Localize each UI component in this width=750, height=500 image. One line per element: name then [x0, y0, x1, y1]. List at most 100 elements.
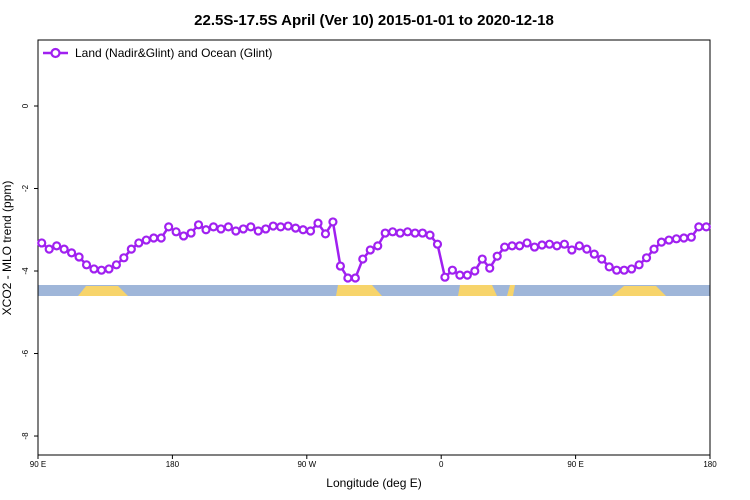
point	[559, 239, 570, 249]
point	[507, 241, 517, 251]
y-axis-label: XCO2 - MLO trend (ppm)	[0, 181, 14, 316]
point	[373, 241, 383, 251]
point	[104, 264, 114, 274]
x-tick-label: 90 E	[30, 460, 46, 469]
point	[552, 241, 562, 251]
point	[343, 273, 353, 283]
point	[261, 224, 271, 234]
point	[171, 227, 181, 237]
point	[380, 228, 390, 238]
point	[320, 229, 331, 239]
y-tick-label: -2	[21, 184, 30, 192]
point	[253, 226, 263, 236]
point	[328, 217, 338, 227]
point	[126, 244, 136, 254]
point	[179, 231, 189, 241]
point	[335, 261, 345, 271]
point	[649, 244, 659, 254]
point	[193, 220, 204, 230]
point	[470, 266, 480, 276]
x-tick-label: 90 E	[567, 460, 583, 469]
point	[119, 253, 129, 263]
point	[89, 264, 99, 274]
point	[567, 245, 577, 255]
x-tick-label: 0	[439, 460, 444, 469]
point	[231, 226, 241, 236]
point	[604, 262, 614, 272]
x-tick-label: 180	[166, 460, 180, 469]
point	[679, 233, 689, 243]
plot-frame	[37, 39, 711, 456]
point	[149, 233, 159, 243]
legend-marker	[50, 47, 61, 59]
point	[589, 249, 599, 259]
point	[37, 238, 47, 248]
point	[686, 232, 696, 242]
point	[500, 242, 510, 252]
point	[156, 233, 166, 243]
point	[186, 228, 196, 238]
point	[514, 241, 525, 251]
point	[59, 244, 69, 254]
point	[246, 222, 256, 232]
point	[388, 227, 398, 237]
point	[223, 222, 233, 232]
point	[208, 222, 219, 232]
legend-label: Land (Nadir&Glint) and Ocean (Glint)	[75, 46, 272, 60]
point	[395, 228, 405, 238]
point	[612, 265, 622, 275]
point	[305, 226, 316, 236]
x-axis-label: Longitude (deg E)	[326, 476, 421, 490]
point	[462, 270, 472, 280]
point	[52, 241, 62, 251]
point	[701, 222, 711, 232]
point	[134, 238, 144, 248]
point	[403, 227, 413, 237]
point	[537, 240, 547, 250]
point	[141, 235, 151, 245]
point	[313, 218, 323, 228]
point	[410, 228, 420, 238]
point	[626, 264, 637, 274]
point	[358, 254, 368, 264]
x-tick-label: 180	[703, 460, 717, 469]
point	[664, 235, 674, 245]
point	[671, 234, 682, 244]
point	[66, 248, 77, 258]
point	[96, 265, 107, 275]
point	[455, 270, 465, 280]
y-tick-label: -6	[21, 349, 30, 357]
point	[522, 238, 532, 248]
point	[425, 230, 435, 240]
point	[634, 260, 644, 270]
point	[597, 254, 607, 264]
point	[298, 225, 308, 235]
chart-title: 22.5S-17.5S April (Ver 10) 2015-01-01 to…	[194, 12, 554, 29]
point	[574, 241, 584, 251]
point	[582, 244, 592, 254]
point	[544, 239, 555, 249]
y-tick-label: -8	[21, 432, 30, 440]
point	[268, 221, 278, 231]
y-tick-label: 0	[21, 103, 30, 108]
point	[164, 222, 174, 232]
land-ocean-strip	[38, 285, 710, 296]
point	[291, 223, 301, 233]
point	[641, 253, 652, 263]
point	[350, 273, 360, 283]
point	[111, 260, 122, 270]
x-tick-label: 90 W	[297, 460, 316, 469]
point	[365, 245, 375, 255]
point	[81, 260, 92, 270]
point	[283, 221, 293, 231]
point	[619, 265, 629, 275]
point	[201, 225, 211, 235]
point	[276, 222, 286, 232]
point	[417, 228, 428, 238]
point	[447, 265, 457, 275]
point	[238, 224, 248, 234]
point	[74, 252, 84, 262]
point	[440, 272, 450, 282]
point	[492, 251, 502, 261]
